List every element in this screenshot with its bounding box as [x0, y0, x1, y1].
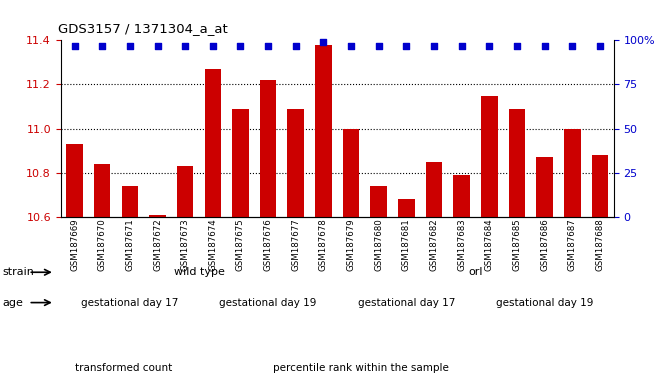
Text: GDS3157 / 1371304_a_at: GDS3157 / 1371304_a_at — [58, 22, 228, 35]
Text: strain: strain — [3, 267, 34, 277]
Point — [429, 43, 440, 49]
Bar — [481, 96, 498, 217]
Point — [539, 43, 550, 49]
Bar — [564, 129, 581, 217]
Point — [595, 43, 605, 49]
Point — [97, 43, 108, 49]
Point — [69, 43, 80, 49]
Text: percentile rank within the sample: percentile rank within the sample — [273, 362, 448, 373]
Text: gestational day 17: gestational day 17 — [358, 298, 455, 308]
Bar — [205, 69, 221, 217]
Point — [180, 43, 191, 49]
Bar — [66, 144, 83, 217]
Point — [125, 43, 135, 49]
Bar — [288, 109, 304, 217]
Bar — [509, 109, 525, 217]
Bar — [94, 164, 110, 217]
Bar — [149, 215, 166, 217]
Bar — [591, 155, 609, 217]
Point — [374, 43, 384, 49]
Point — [290, 43, 301, 49]
Bar — [426, 162, 442, 217]
Bar — [453, 175, 470, 217]
Bar — [370, 186, 387, 217]
Text: age: age — [3, 298, 24, 308]
Point — [484, 43, 494, 49]
Bar — [121, 186, 138, 217]
Text: wild type: wild type — [174, 267, 224, 277]
Point — [207, 43, 218, 49]
Text: gestational day 17: gestational day 17 — [81, 298, 179, 308]
Bar — [398, 199, 414, 217]
Point — [567, 43, 578, 49]
Bar — [343, 129, 360, 217]
Point — [512, 43, 522, 49]
Bar — [315, 45, 332, 217]
Bar — [537, 157, 553, 217]
Text: transformed count: transformed count — [75, 362, 172, 373]
Point — [318, 39, 329, 45]
Bar — [260, 80, 277, 217]
Point — [401, 43, 412, 49]
Bar — [177, 166, 193, 217]
Text: gestational day 19: gestational day 19 — [496, 298, 593, 308]
Point — [263, 43, 273, 49]
Point — [346, 43, 356, 49]
Point — [457, 43, 467, 49]
Point — [235, 43, 246, 49]
Bar — [232, 109, 249, 217]
Point — [152, 43, 163, 49]
Text: orl: orl — [469, 267, 482, 277]
Text: gestational day 19: gestational day 19 — [219, 298, 317, 308]
